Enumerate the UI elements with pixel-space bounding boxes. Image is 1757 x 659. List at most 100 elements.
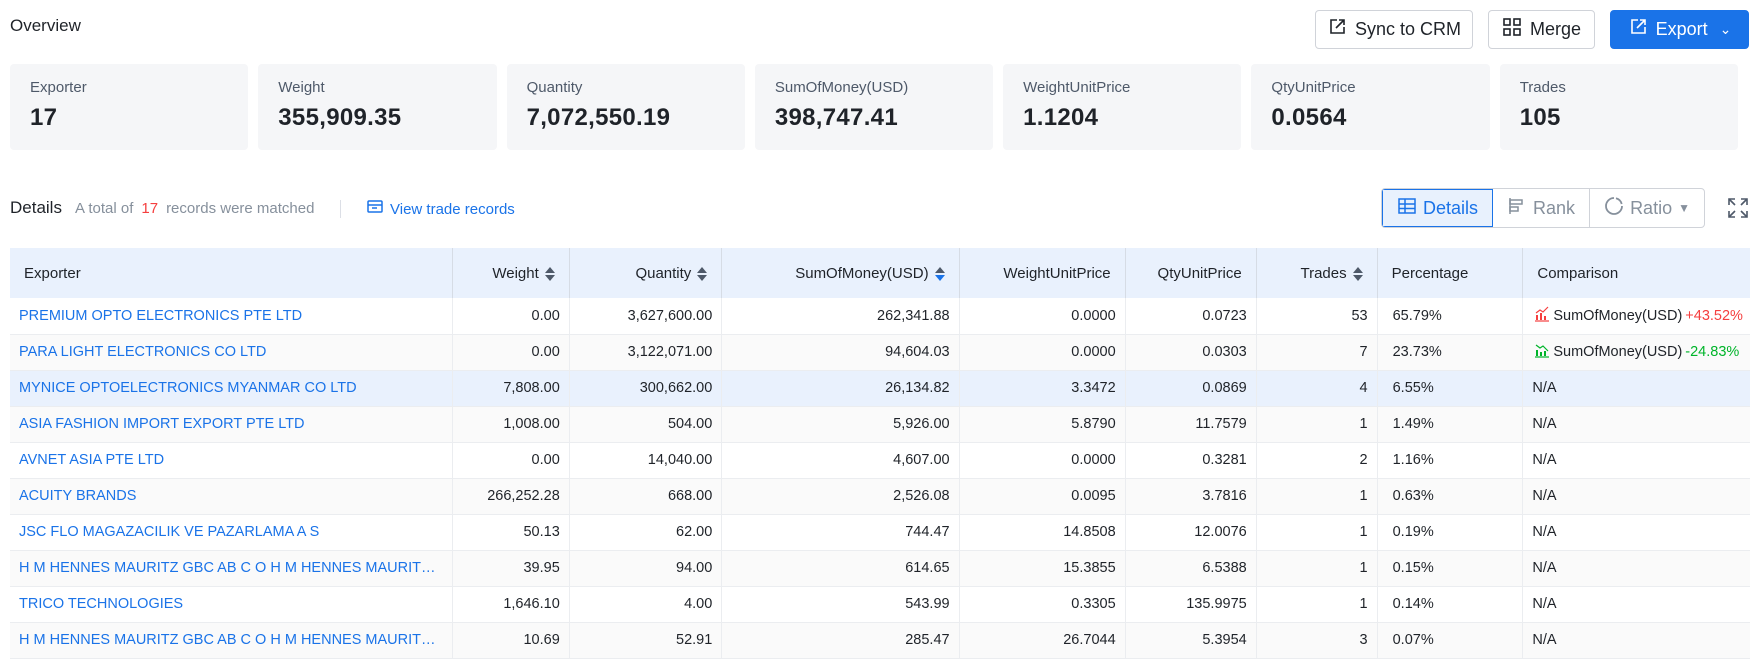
- card-value: 1.1204: [1023, 104, 1099, 131]
- cell-weight: 7,808.00: [452, 370, 570, 406]
- exporter-link[interactable]: JSC FLO MAGAZACILIK VE PAZARLAMA A S: [10, 514, 454, 550]
- exporter-link[interactable]: PARA LIGHT ELECTRONICS CO LTD: [10, 334, 454, 370]
- cell-weight: 0.00: [452, 298, 570, 334]
- col-label: Percentage: [1391, 264, 1469, 282]
- col-percentage: Percentage: [1377, 248, 1524, 298]
- sync-icon: [1327, 17, 1347, 42]
- cell-trades: 53: [1256, 298, 1378, 334]
- cell-quantity: 14,040.00: [569, 442, 723, 478]
- cell-quantity: 3,627,600.00: [569, 298, 723, 334]
- cell-trades: 1: [1256, 514, 1378, 550]
- tab-ratio-label: Ratio: [1630, 197, 1673, 218]
- table-row[interactable]: MYNICE OPTOELECTRONICS MYANMAR CO LTD 7,8…: [10, 370, 1750, 406]
- comparison-metric: SumOfMoney(USD): [1553, 307, 1683, 324]
- card-value: 17: [30, 104, 58, 131]
- cell-weight-unit-price: 15.3855: [959, 550, 1126, 586]
- table-row[interactable]: PREMIUM OPTO ELECTRONICS PTE LTD 0.00 3,62…: [10, 298, 1750, 334]
- table-row[interactable]: ASIA FASHION IMPORT EXPORT PTE LTD 1,008.…: [10, 406, 1750, 442]
- comparison-delta: -24.83%: [1685, 344, 1740, 360]
- cell-qty-unit-price: 3.7816: [1125, 478, 1257, 514]
- exporter-link[interactable]: TRICO TECHNOLOGIES: [10, 586, 454, 622]
- sort-desc-icon[interactable]: [934, 266, 945, 281]
- card-trades: Trades 105: [1499, 64, 1738, 150]
- tab-ratio[interactable]: Ratio ▼: [1590, 189, 1704, 227]
- card-value: 105: [1519, 104, 1561, 131]
- card-weight: Weight 355,909.35: [258, 64, 497, 150]
- records-suffix: records were matched: [166, 200, 315, 217]
- col-quantity[interactable]: Quantity: [569, 248, 723, 298]
- exporter-link[interactable]: MYNICE OPTOELECTRONICS MYANMAR CO LTD: [10, 370, 454, 406]
- cell-sum-of-money: 26,134.82: [721, 370, 960, 406]
- sort-icon[interactable]: [697, 266, 708, 281]
- fullscreen-icon[interactable]: [1727, 197, 1749, 219]
- table-row[interactable]: TRICO TECHNOLOGIES 1,646.10 4.00 543.99 0.33…: [10, 586, 1750, 622]
- sort-icon[interactable]: [544, 266, 555, 281]
- merge-button[interactable]: Merge: [1488, 10, 1595, 49]
- table-row[interactable]: PARA LIGHT ELECTRONICS CO LTD 0.00 3,122,0…: [10, 334, 1750, 370]
- cell-weight-unit-price: 14.8508: [959, 514, 1126, 550]
- card-label: Weight: [278, 79, 325, 96]
- trend-down-icon: [1534, 342, 1550, 362]
- details-toolbar: Details A total of 17 records were matched…: [10, 188, 1750, 230]
- cell-qty-unit-price: 0.0303: [1125, 334, 1257, 370]
- cell-weight: 10.69: [452, 622, 570, 658]
- records-icon: [366, 198, 384, 220]
- comparison-value: N/A: [1532, 452, 1557, 468]
- cell-trades: 1: [1256, 550, 1378, 586]
- sync-to-crm-button[interactable]: Sync to CRM: [1315, 10, 1473, 49]
- exporter-link[interactable]: H M HENNES MAURITZ GBC AB C O H M HENNES…: [10, 550, 454, 586]
- cell-sum-of-money: 744.47: [721, 514, 960, 550]
- cell-quantity: 504.00: [569, 406, 723, 442]
- cell-comparison: N/A: [1523, 586, 1750, 622]
- tab-rank[interactable]: Rank: [1493, 189, 1591, 227]
- cell-trades: 4: [1256, 370, 1378, 406]
- col-label: WeightUnitPrice: [1003, 264, 1111, 282]
- card-weight-unit-price: WeightUnitPrice 1.1204: [1003, 64, 1242, 150]
- cell-trades: 1: [1256, 406, 1378, 442]
- table-row[interactable]: JSC FLO MAGAZACILIK VE PAZARLAMA A S 50.1…: [10, 514, 1750, 550]
- cell-sum-of-money: 285.47: [721, 622, 960, 658]
- comparison-value: N/A: [1532, 380, 1557, 396]
- col-sum-of-money[interactable]: SumOfMoney(USD): [721, 248, 960, 298]
- cell-percentage: 0.14%: [1377, 586, 1524, 622]
- cell-weight-unit-price: 0.0000: [959, 334, 1126, 370]
- exporter-link[interactable]: ACUITY BRANDS: [10, 478, 454, 514]
- table-row[interactable]: AVNET ASIA PTE LTD 0.00 14,040.00 4,607.00 0…: [10, 442, 1750, 478]
- comparison-value: N/A: [1532, 632, 1557, 648]
- table-row[interactable]: H M HENNES MAURITZ GBC AB C O H M HENNES…: [10, 622, 1750, 658]
- cell-sum-of-money: 543.99: [721, 586, 960, 622]
- comparison-delta: +43.52%: [1685, 307, 1743, 324]
- cell-comparison: N/A: [1523, 478, 1750, 514]
- cell-weight: 0.00: [452, 334, 570, 370]
- exporter-link[interactable]: ASIA FASHION IMPORT EXPORT PTE LTD: [10, 406, 454, 442]
- view-trade-records-link[interactable]: View trade records: [366, 198, 515, 220]
- cell-comparison: SumOfMoney(USD) +43.52%: [1523, 298, 1750, 334]
- table-row[interactable]: ACUITY BRANDS 266,252.28 668.00 2,526.08 0.0…: [10, 478, 1750, 514]
- card-value: 7,072,550.19: [526, 104, 671, 131]
- exporter-link[interactable]: AVNET ASIA PTE LTD: [10, 442, 454, 478]
- cell-comparison: N/A: [1523, 514, 1750, 550]
- card-label: Quantity: [526, 79, 583, 96]
- col-trades[interactable]: Trades: [1256, 248, 1378, 298]
- col-label: Trades: [1300, 264, 1347, 282]
- card-value: 0.0564: [1271, 104, 1347, 131]
- chevron-down-icon: ⌄: [1719, 21, 1732, 37]
- export-button[interactable]: Export ⌄: [1610, 10, 1749, 49]
- cell-weight-unit-price: 0.3305: [959, 586, 1126, 622]
- sort-icon[interactable]: [1352, 266, 1363, 281]
- cell-sum-of-money: 4,607.00: [721, 442, 960, 478]
- comparison-value: N/A: [1532, 560, 1557, 576]
- cell-percentage: 0.19%: [1377, 514, 1524, 550]
- tab-details[interactable]: Details: [1382, 189, 1494, 227]
- col-label: Weight: [492, 264, 539, 282]
- col-weight[interactable]: Weight: [452, 248, 570, 298]
- exporter-link[interactable]: H M HENNES MAURITZ GBC AB C O H M HENNES…: [10, 622, 454, 658]
- card-value: 398,747.41: [774, 104, 898, 131]
- comparison-value: N/A: [1532, 524, 1557, 540]
- col-label: Exporter: [24, 264, 81, 282]
- cell-weight: 39.95: [452, 550, 570, 586]
- table-row[interactable]: H M HENNES MAURITZ GBC AB C O H M HENNES…: [10, 550, 1750, 586]
- col-label: Quantity: [635, 264, 692, 282]
- card-label: QtyUnitPrice: [1271, 79, 1356, 96]
- exporter-link[interactable]: PREMIUM OPTO ELECTRONICS PTE LTD: [10, 298, 454, 334]
